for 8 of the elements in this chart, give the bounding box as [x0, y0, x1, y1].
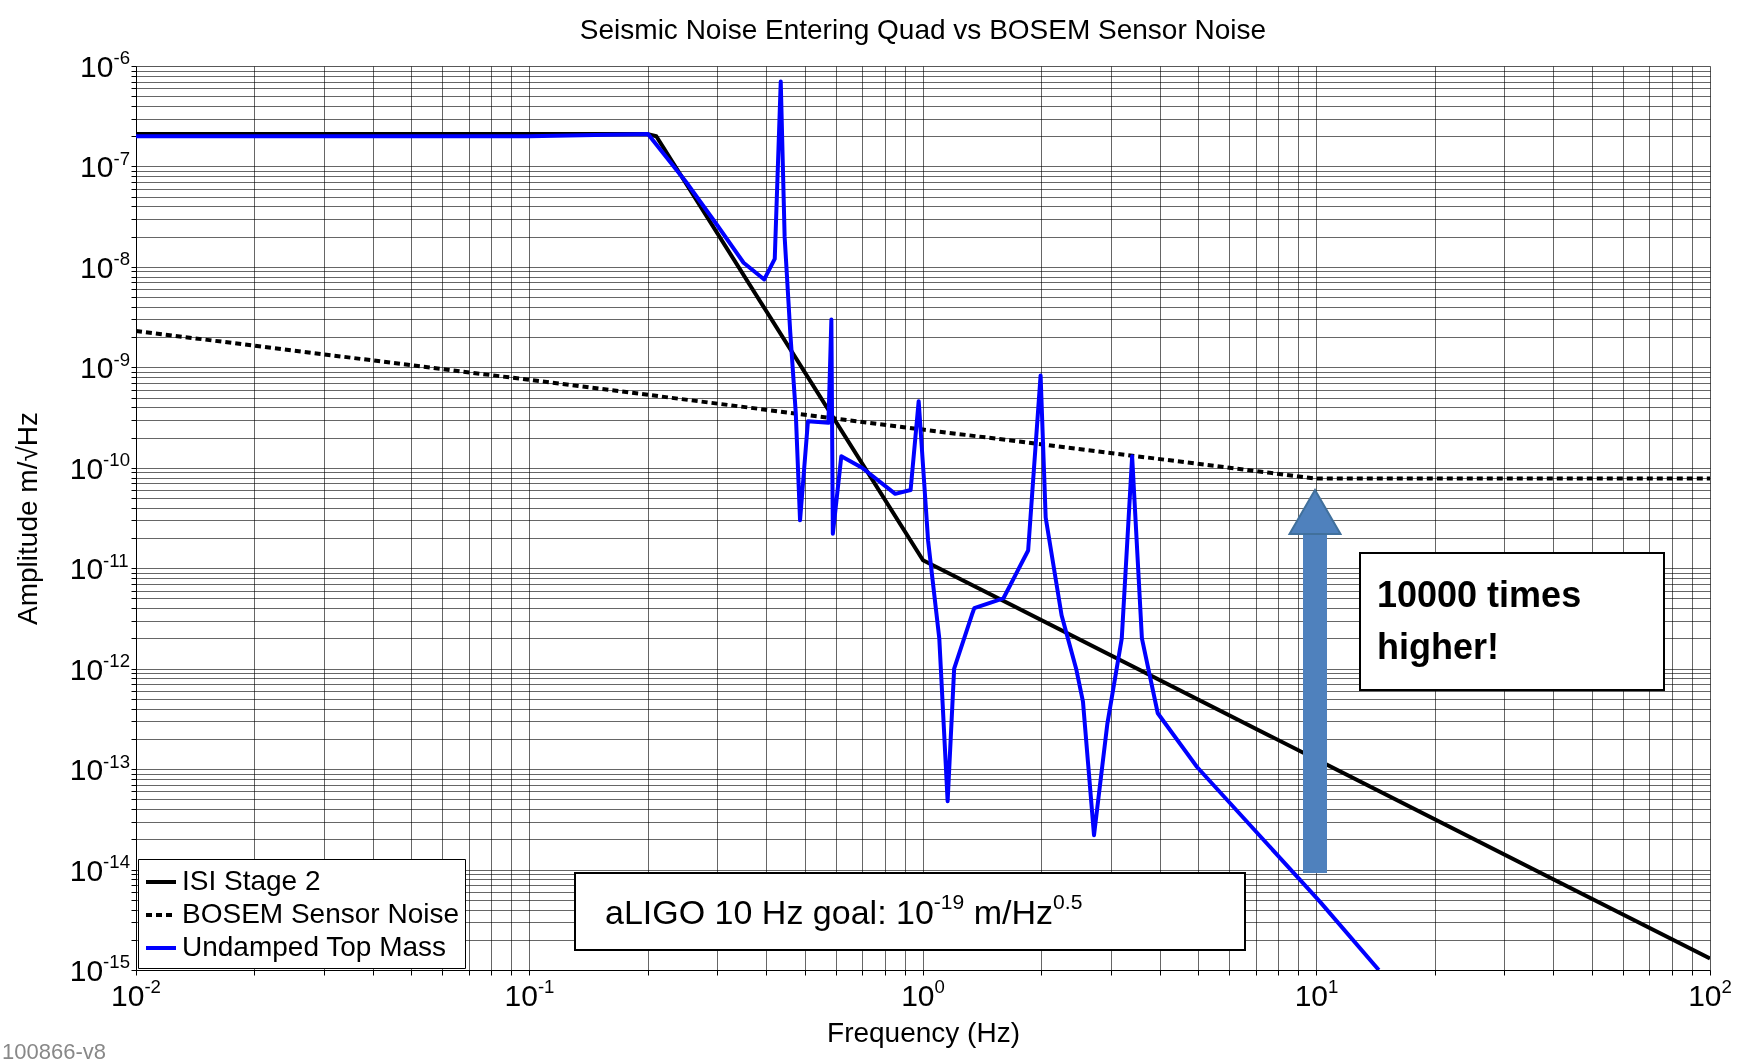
- legend-label: Undamped Top Mass: [182, 931, 447, 962]
- text: 100866-v8: [2, 1038, 106, 1063]
- y-axis-title: Amplitude m/√Hz: [12, 412, 43, 625]
- legend-label: ISI Stage 2: [182, 865, 321, 896]
- annotation: 10000 times higher!: [1377, 573, 1582, 667]
- chart-title: Seismic Noise Entering Quad vs BOSEM Sensor Noise: [579, 14, 1267, 46]
- x-axis-title: Frequency (Hz): [827, 1017, 1020, 1048]
- legend-label: BOSEM Sensor Noise: [182, 898, 459, 929]
